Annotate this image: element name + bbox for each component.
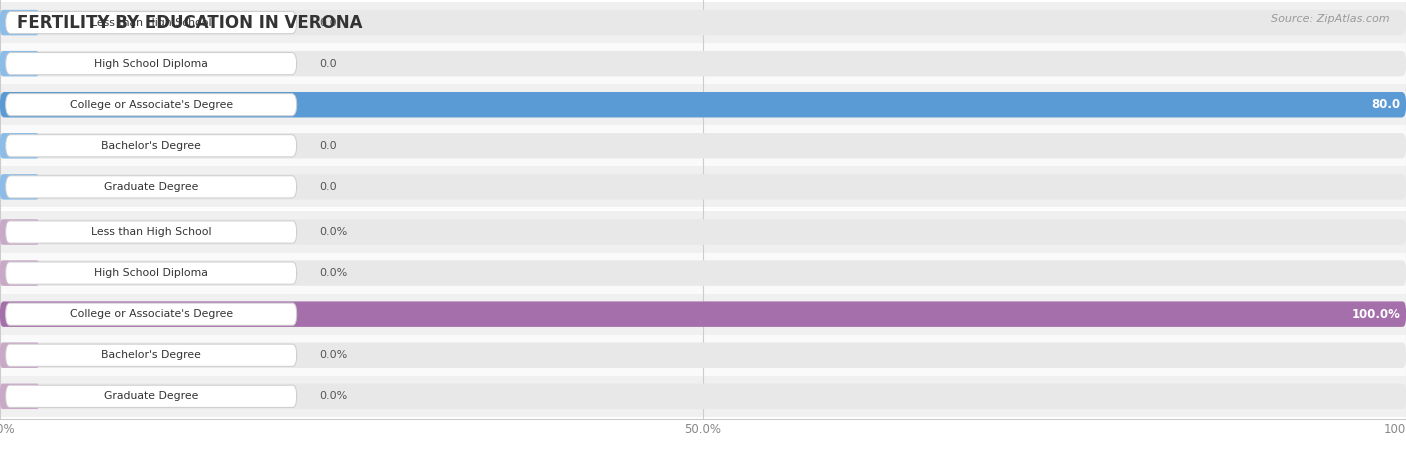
Bar — [0, 84, 1406, 125]
FancyBboxPatch shape — [0, 51, 39, 76]
FancyBboxPatch shape — [0, 219, 1406, 245]
FancyBboxPatch shape — [6, 11, 297, 34]
Text: FERTILITY BY EDUCATION IN VERONA: FERTILITY BY EDUCATION IN VERONA — [17, 14, 363, 32]
Text: 0.0: 0.0 — [319, 141, 337, 151]
Text: 0.0: 0.0 — [319, 182, 337, 192]
FancyBboxPatch shape — [0, 384, 1406, 409]
FancyBboxPatch shape — [6, 52, 297, 75]
Text: 0.0: 0.0 — [319, 59, 337, 69]
FancyBboxPatch shape — [0, 174, 39, 199]
FancyBboxPatch shape — [0, 174, 1406, 199]
Text: Less than High School: Less than High School — [91, 227, 211, 237]
Bar — [0, 294, 1406, 335]
Text: High School Diploma: High School Diploma — [94, 268, 208, 278]
FancyBboxPatch shape — [0, 343, 39, 368]
Text: 0.0%: 0.0% — [319, 350, 347, 360]
Text: Bachelor's Degree: Bachelor's Degree — [101, 350, 201, 360]
FancyBboxPatch shape — [6, 344, 297, 367]
FancyBboxPatch shape — [6, 262, 297, 284]
FancyBboxPatch shape — [6, 221, 297, 243]
FancyBboxPatch shape — [0, 260, 1406, 286]
FancyBboxPatch shape — [0, 10, 1406, 35]
FancyBboxPatch shape — [0, 260, 39, 286]
FancyBboxPatch shape — [0, 133, 39, 159]
FancyBboxPatch shape — [0, 384, 39, 409]
Text: Source: ZipAtlas.com: Source: ZipAtlas.com — [1271, 14, 1389, 24]
Text: 0.0%: 0.0% — [319, 227, 347, 237]
Text: College or Associate's Degree: College or Associate's Degree — [69, 99, 233, 110]
FancyBboxPatch shape — [0, 92, 1406, 118]
Bar — [0, 253, 1406, 294]
Text: Graduate Degree: Graduate Degree — [104, 182, 198, 192]
Text: 100.0%: 100.0% — [1351, 307, 1400, 321]
Text: 80.0: 80.0 — [1371, 98, 1400, 111]
FancyBboxPatch shape — [0, 51, 1406, 76]
FancyBboxPatch shape — [6, 135, 297, 157]
Bar — [0, 211, 1406, 253]
FancyBboxPatch shape — [0, 301, 1406, 327]
FancyBboxPatch shape — [0, 219, 39, 245]
FancyBboxPatch shape — [6, 303, 297, 325]
Bar — [0, 2, 1406, 43]
FancyBboxPatch shape — [6, 385, 297, 407]
Text: College or Associate's Degree: College or Associate's Degree — [69, 309, 233, 319]
FancyBboxPatch shape — [0, 133, 1406, 159]
FancyBboxPatch shape — [0, 10, 39, 35]
FancyBboxPatch shape — [0, 343, 1406, 368]
FancyBboxPatch shape — [0, 92, 1406, 118]
FancyBboxPatch shape — [6, 94, 297, 116]
Text: Less than High School: Less than High School — [91, 18, 211, 28]
Bar — [0, 43, 1406, 84]
Text: Bachelor's Degree: Bachelor's Degree — [101, 141, 201, 151]
Text: High School Diploma: High School Diploma — [94, 59, 208, 69]
Text: Graduate Degree: Graduate Degree — [104, 391, 198, 401]
Bar — [0, 166, 1406, 208]
Text: 0.0%: 0.0% — [319, 391, 347, 401]
Bar — [0, 335, 1406, 376]
FancyBboxPatch shape — [6, 176, 297, 198]
FancyBboxPatch shape — [0, 301, 1406, 327]
Text: 0.0%: 0.0% — [319, 268, 347, 278]
Bar — [0, 376, 1406, 417]
Text: 0.0: 0.0 — [319, 18, 337, 28]
Bar — [0, 125, 1406, 166]
